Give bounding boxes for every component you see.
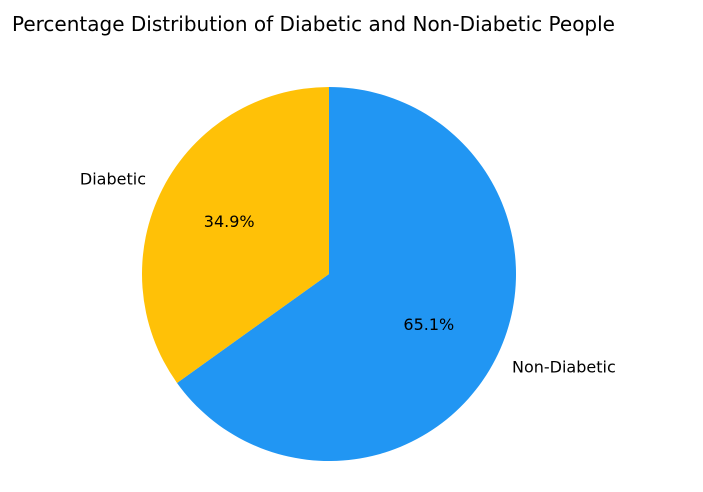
chart-title: Percentage Distribution of Diabetic and …: [12, 12, 615, 36]
pie-labels: Non-Diabetic 65.1% Diabetic 34.9%: [80, 170, 616, 377]
slice-percent-label: 65.1%: [403, 315, 454, 334]
slice-label: Non-Diabetic: [512, 357, 616, 376]
slice-percent-label: 34.9%: [204, 212, 255, 231]
pie-slices: [141, 87, 516, 461]
pie-slice-non-diabetic: [177, 87, 516, 461]
slice-label: Diabetic: [80, 170, 146, 189]
pie-slice-diabetic: [141, 87, 329, 383]
